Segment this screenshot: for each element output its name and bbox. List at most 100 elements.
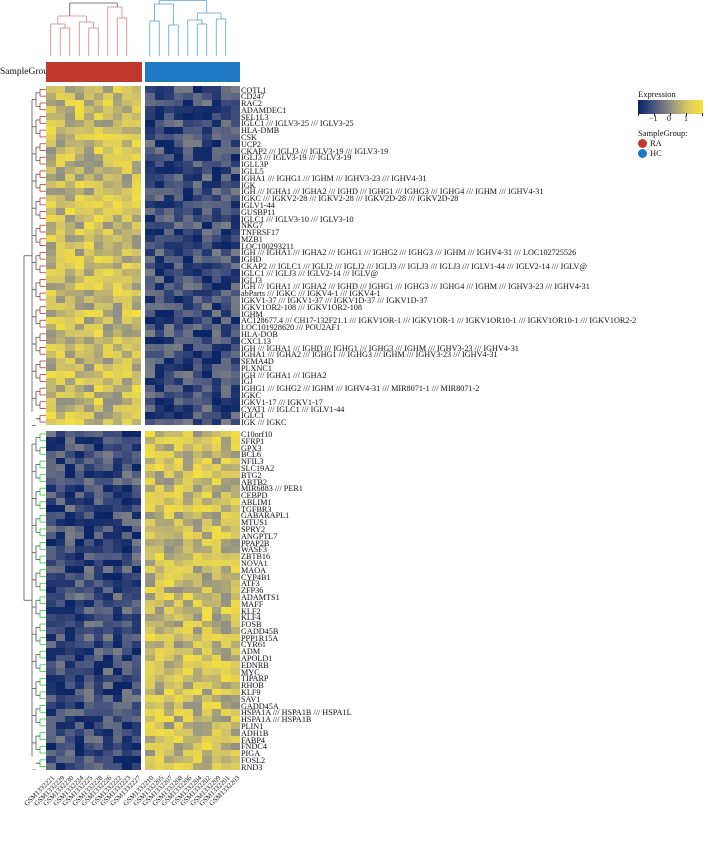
annotation-hc (145, 62, 240, 82)
row-label: IGKV1-17 /// IGKV1-17 (241, 397, 323, 407)
row-label: RAC2 (241, 99, 262, 109)
expression-legend-title: Expression (638, 89, 676, 99)
annotation-label: SampleGroup (0, 67, 53, 77)
row-labels: COTL1 CD247 RAC2 ADAMDEC1 SEL1L3 IGLC1 /// IG… (241, 85, 701, 772)
row-label: UCP2 (241, 139, 262, 149)
row-label: ATF3 (241, 579, 260, 589)
row-label: APOLD1 (241, 654, 273, 664)
row-label: SPRY2 (241, 525, 266, 535)
row-label: IGLC1 /// IGLV3-10 /// IGLV3-10 (241, 214, 354, 224)
row-label: abParts /// IGKC /// IGKV4-1 /// IGKV4-1 (241, 289, 381, 299)
row-label: FOSB (241, 620, 262, 630)
row-label: TGFBR3 (241, 504, 272, 514)
row-label: KLF9 (241, 688, 261, 698)
row-label: GPX3 (241, 443, 262, 453)
row-label: WASF3 (241, 545, 267, 555)
row-label: FNDC4 (241, 742, 267, 752)
row-label: ABLIM1 (241, 497, 272, 507)
row-label: PPAP2B (241, 538, 270, 548)
row-label: CEBPD (241, 491, 268, 501)
legend-item-hc: HC (638, 148, 708, 158)
legend: Expression −1 0 1 SampleGroup: RA HC (638, 89, 708, 158)
row-label: CD247 (241, 92, 265, 102)
row-label: IGHM (241, 309, 263, 319)
row-label: IGLL5 (241, 166, 264, 176)
row-label: IGKV1OR2-108 /// IGKV1OR2-108 (241, 302, 362, 312)
row-label: IGKC /// IGKV2-28 /// IGKV2-28 /// IGKV2… (241, 194, 459, 204)
row-label: HLA-DOB (241, 329, 278, 339)
row-label: IGKV1-37 /// IGKV1-37 /// IGKV1D-37 /// … (241, 295, 428, 305)
row-label: HSPA1A /// HSPA1B /// HSPA1L (241, 708, 352, 718)
column-dendrogram (50, 0, 227, 56)
row-label: IGH /// IGHA1 /// IGHD /// IGHG1 /// IGH… (241, 343, 519, 353)
row-label: KLF4 (241, 613, 261, 623)
row-label: IGHD (241, 255, 262, 265)
row-label: IGK (241, 180, 256, 190)
row-label: IGKC (241, 391, 262, 401)
row-label: ABTB2 (241, 477, 267, 487)
row-label: IGH /// IGHA1 /// IGHA2 /// IGHD /// IGH… (241, 187, 544, 197)
row-label: MTUS1 (241, 518, 268, 528)
tick-0: 0 (667, 114, 671, 123)
row-label: CYAT1 /// IGLC1 /// IGLV1-44 (241, 404, 345, 414)
row-label: IGH /// IGHA1 /// IGHA2 /// IGHD /// IGH… (241, 282, 590, 292)
row-label: ZFP36 (241, 586, 264, 596)
row-label: ADH1B (241, 728, 269, 738)
ra-dot-icon (638, 138, 647, 148)
row-label: PIGA (241, 749, 261, 759)
row-label: SAV1 (241, 694, 261, 704)
row-label: BTG2 (241, 470, 262, 480)
row-label: MAOA (241, 565, 267, 575)
row-label: ADM (241, 647, 261, 657)
row-label: IGLL3P (241, 160, 269, 170)
row-label: GADD45A (241, 701, 279, 711)
row-label: SLC19A2 (241, 463, 275, 473)
row-label: AC128677.4 /// CH17-132F21.1 /// IGKV1OR… (241, 316, 637, 326)
row-label: SEL1L3 (241, 112, 269, 122)
row-label: RND3 (241, 762, 263, 772)
row-label: IGH /// IGHA1 /// IGHA2 /// IGHG1 /// IG… (241, 248, 577, 258)
row-label: NOVA1 (241, 559, 268, 568)
row-label: MAFF (241, 599, 264, 609)
row-label: FABP4 (241, 735, 265, 745)
heatmap-block-down-ra (46, 430, 141, 771)
row-label: LOC100293211 (241, 241, 294, 251)
row-label: IGHA1 /// IGHA2 /// IGHG1 /// IGHG3 /// … (241, 350, 498, 360)
heatmap-block-up-hc (145, 86, 240, 426)
row-label: HSPA1A /// HSPA1B (241, 715, 312, 725)
row-label: IGLC1 /// IGLJ3 /// IGLV2-14 /// IGLV@ (241, 268, 379, 278)
row-label: MIR6883 /// PER1 (241, 484, 303, 494)
row-label: IGLV1-44 (241, 200, 275, 210)
annotation-ra (46, 62, 142, 82)
row-label: BCL6 (241, 450, 262, 460)
sample-group-annotation-bar (46, 62, 240, 82)
row-label: GADD45B (241, 626, 279, 636)
row-label: ANGPTL7 (241, 531, 278, 541)
heatmap-block-up-ra (46, 86, 141, 426)
row-label: IGLC1 (241, 411, 265, 421)
row-label: PLIN1 (241, 721, 264, 731)
row-label: CXCL13 (241, 336, 272, 346)
row-label: SFRP1 (241, 436, 265, 446)
heatmap (46, 86, 240, 770)
row-label: IGHG1 /// IGHG2 /// IGHM /// IGHV4-31 //… (241, 384, 480, 394)
row-label: CYP4B1 (241, 572, 271, 582)
row-label: KLF2 (241, 606, 261, 616)
row-label: TNFRSF17 (241, 228, 280, 238)
row-label: PLXNC1 (241, 363, 272, 373)
row-label: SEMA4D (241, 357, 274, 367)
row-label: EDNRB (241, 660, 269, 670)
row-label: HLA-DMB (241, 126, 280, 136)
row-label: COTL1 (241, 85, 267, 95)
row-label: TIPARP (241, 674, 269, 684)
row-label: RHOB (241, 681, 264, 691)
row-dendrogram (23, 88, 46, 770)
row-label: MZB1 (241, 234, 263, 244)
row-label: GABARAPL1 (241, 511, 290, 521)
row-label: CSK (241, 133, 257, 143)
row-label: MYC (241, 667, 260, 677)
legend-item-ra: RA (638, 138, 708, 148)
row-label: PPP1R15A (241, 633, 279, 643)
heatmap-block-down-hc (145, 430, 240, 771)
row-label: NFIL3 (241, 457, 264, 467)
